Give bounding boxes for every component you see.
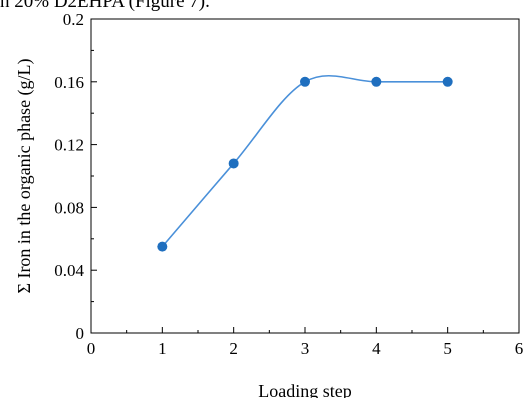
- y-tick-label: 0.04: [54, 261, 84, 280]
- data-point: [371, 76, 382, 87]
- plot-frame: [90, 18, 520, 334]
- labels-group: Loading step Σ Iron in the organic phase…: [14, 58, 352, 398]
- y-tick-label: 0.12: [54, 136, 84, 155]
- y-tick-label: 0: [76, 324, 85, 343]
- series-group: [157, 74, 453, 252]
- x-tick-label: 1: [158, 339, 167, 358]
- data-point: [300, 76, 310, 87]
- x-tick-label: 0: [87, 339, 96, 358]
- series-line: [161, 74, 448, 248]
- y-tick-label: 0.2: [63, 10, 84, 29]
- x-axis-title: Loading step: [258, 381, 351, 398]
- x-tick-label: 3: [301, 339, 310, 358]
- caption-fragment: h 20% D2EHPA (Figure 7).: [0, 0, 210, 12]
- axes: 0 1 2 3 4 5 6 0 0.04 0.08 0.12 0.16 0.2: [54, 10, 523, 358]
- y-tick-label: 0.08: [54, 198, 84, 217]
- data-point: [442, 76, 453, 87]
- x-tick-label: 4: [372, 339, 381, 358]
- x-tick-label: 2: [229, 339, 238, 358]
- y-tick-label: 0.16: [54, 73, 84, 92]
- data-point: [228, 158, 239, 169]
- data-point: [157, 241, 168, 252]
- x-tick-label: 6: [515, 339, 524, 358]
- x-tick-label: 5: [443, 339, 452, 358]
- y-axis-title: Σ Iron in the organic phase (g/L): [14, 58, 35, 293]
